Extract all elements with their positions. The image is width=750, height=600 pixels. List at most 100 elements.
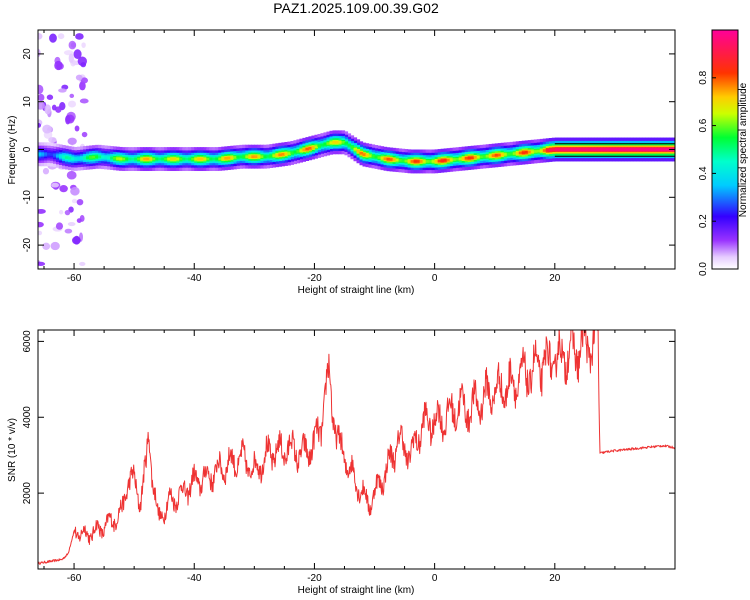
spectrogram-noise-blob bbox=[55, 222, 64, 230]
spectrogram-cell bbox=[146, 157, 150, 161]
spectrogram-cell bbox=[587, 148, 592, 151]
spectrogram-cell bbox=[38, 152, 42, 156]
snr-ticks: -60 -40 -20 0 20 2000 4000 6000 bbox=[22, 330, 676, 584]
spectrogram-cell bbox=[218, 157, 222, 161]
spectrogram-cell bbox=[50, 153, 54, 156]
spectrogram-cell bbox=[500, 153, 505, 157]
spectrogram-cell bbox=[68, 156, 72, 160]
spectrogram-cell bbox=[170, 157, 174, 161]
spectrogram-cell bbox=[197, 157, 201, 161]
spectrogram-noise-blob bbox=[51, 182, 59, 188]
colorbar: 0.0 0.2 0.4 0.6 0.8 Normalized spectral ampl… bbox=[698, 29, 749, 276]
x-tick-label: -40 bbox=[187, 273, 202, 284]
spectrogram-cell bbox=[71, 157, 75, 161]
spectrogram-cell bbox=[557, 148, 562, 151]
spectrogram-cell bbox=[155, 157, 159, 161]
spectrogram-cell bbox=[131, 157, 135, 161]
spectrogram-cell bbox=[209, 157, 213, 161]
spectrogram-noise-blob bbox=[38, 33, 43, 40]
spectrogram-cell bbox=[470, 156, 475, 160]
spectrogram-cell bbox=[611, 148, 616, 151]
spectrogram-cell bbox=[392, 158, 397, 162]
spectrogram-noise-blob bbox=[38, 93, 45, 102]
spectrogram-cell bbox=[308, 146, 313, 150]
spectrogram-cell bbox=[161, 157, 165, 161]
spectrogram-noise-blob bbox=[75, 33, 84, 40]
spectrogram-noise-blob bbox=[42, 167, 50, 175]
x-tick-label: -40 bbox=[187, 573, 202, 584]
spectrogram-noise-blob bbox=[71, 198, 78, 204]
colorbar-tick-label: 0.6 bbox=[698, 118, 709, 132]
spectrogram-cell bbox=[614, 148, 619, 151]
spectrogram-cell bbox=[653, 148, 658, 151]
x-tick-label: -60 bbox=[67, 273, 82, 284]
spectrogram-cell bbox=[290, 151, 295, 155]
spectrogram-cell bbox=[467, 156, 472, 160]
spectrogram-cell bbox=[113, 156, 117, 160]
spectrogram-cell bbox=[134, 157, 138, 161]
spectrogram-cell bbox=[641, 148, 646, 151]
spectrogram-noise-blob bbox=[68, 53, 74, 64]
spectrogram-cell bbox=[215, 157, 219, 161]
spectrogram-cell bbox=[248, 155, 252, 158]
spectrogram-cell bbox=[437, 159, 442, 163]
spectrogram-cell bbox=[371, 155, 376, 158]
spectrogram-cell bbox=[662, 148, 667, 151]
spectrogram-cell bbox=[401, 159, 406, 163]
spectrogram-cell bbox=[593, 148, 598, 151]
spectrogram-cell bbox=[104, 156, 108, 159]
spectrogram-cell bbox=[551, 148, 556, 151]
spectrogram-cell bbox=[323, 143, 328, 146]
spectrogram-noise-blob bbox=[76, 198, 84, 206]
spectrogram-xlabel: Height of straight line (km) bbox=[298, 285, 415, 296]
spectrogram-cell bbox=[374, 155, 379, 159]
spectrogram-cell bbox=[281, 153, 285, 156]
spectrogram-cell bbox=[542, 149, 547, 152]
spectrogram-cell bbox=[185, 157, 189, 161]
snr-series-line bbox=[38, 330, 675, 565]
spectrogram-noise-blob bbox=[42, 242, 51, 250]
spectrogram-cell bbox=[518, 151, 523, 155]
spectrogram-cell bbox=[125, 157, 129, 161]
spectrogram-cell bbox=[506, 152, 511, 156]
spectrogram-cell bbox=[479, 155, 484, 159]
spectrogram-cell bbox=[452, 158, 457, 161]
spectrogram-cell bbox=[122, 157, 126, 161]
spectrogram-cell bbox=[494, 154, 499, 157]
spectrogram-cell bbox=[659, 148, 664, 151]
colorbar-tick-label: 0.0 bbox=[698, 262, 709, 276]
spectrogram-cell bbox=[119, 157, 123, 161]
spectrogram-noise-blob bbox=[65, 115, 71, 125]
spectrogram-cell bbox=[530, 150, 535, 154]
spectrogram-cell bbox=[86, 156, 90, 160]
spectrogram-cell bbox=[458, 157, 463, 161]
spectrogram-cell bbox=[95, 155, 99, 159]
spectrogram-cell bbox=[632, 148, 637, 151]
spectrogram-cell bbox=[200, 157, 204, 161]
spectrogram-cell bbox=[455, 157, 460, 161]
spectrogram-cell bbox=[284, 152, 288, 156]
spectrogram-cell bbox=[590, 148, 595, 151]
spectrogram-cell bbox=[44, 152, 48, 156]
spectrogram-noise-blob bbox=[38, 221, 44, 228]
spectrogram-noise-blob bbox=[38, 101, 45, 110]
spectrogram-cell bbox=[413, 160, 418, 163]
spectrogram-cell bbox=[278, 153, 282, 157]
spectrogram-cell bbox=[77, 157, 81, 160]
spectrogram-cell bbox=[635, 148, 640, 151]
x-tick-label: 20 bbox=[549, 273, 561, 284]
spectrogram-cell bbox=[434, 159, 439, 163]
spectrogram-cell bbox=[149, 157, 153, 161]
spectrogram-cell bbox=[443, 159, 448, 162]
spectrogram-noise-blob bbox=[81, 42, 86, 48]
spectrogram-noise-blob bbox=[57, 33, 65, 40]
spectrogram-cell bbox=[638, 148, 643, 151]
y-tick-label: -10 bbox=[22, 190, 33, 205]
spectrogram-cell bbox=[344, 142, 349, 145]
spectrogram-noise-blob bbox=[79, 98, 89, 104]
spectrogram-cell bbox=[350, 145, 355, 149]
spectrogram-cell bbox=[491, 154, 496, 157]
spectrogram-cell bbox=[266, 155, 270, 158]
spectrogram-noise-blob bbox=[51, 104, 57, 111]
spectrogram-cell bbox=[173, 157, 177, 161]
